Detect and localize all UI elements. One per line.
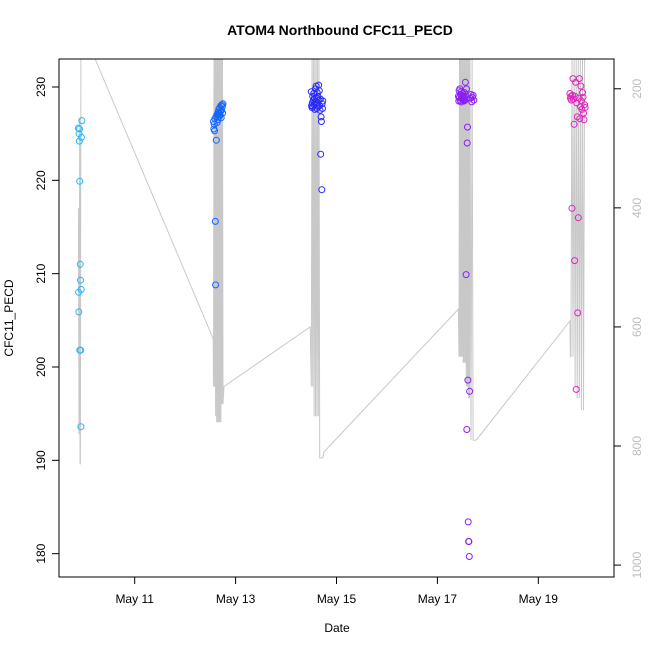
data-points-layer (74, 75, 589, 560)
data-point-s5 (580, 109, 587, 117)
y-axis: 180 190 200 210 220 230 (34, 77, 59, 564)
y2-tick-label: 200 (630, 78, 644, 98)
data-point-s2 (212, 281, 220, 289)
chart-title: ATOM4 Northbound CFC11_PECD (227, 22, 453, 38)
y-tick-label: 200 (34, 357, 48, 377)
x-axis-label: Date (324, 621, 350, 635)
y-tick-label: 180 (34, 543, 48, 563)
data-point-s3 (318, 100, 326, 108)
data-point-s5 (574, 214, 582, 222)
data-point-s3 (318, 186, 326, 194)
y-tick-label: 230 (34, 77, 48, 97)
x-tick-label: May 19 (519, 592, 559, 606)
data-point-s4 (468, 98, 476, 106)
y-axis-label: CFC11_PECD (2, 279, 16, 356)
data-point-s3 (315, 87, 323, 95)
data-point-s3 (313, 89, 321, 97)
x-axis: May 11 May 13 May 15 May 17 May 19 (115, 577, 558, 606)
data-point-s3 (319, 97, 327, 105)
data-point-s5 (570, 120, 578, 128)
data-point-s1 (75, 137, 83, 145)
data-point-s2 (211, 217, 219, 225)
secondary-y-axis: 200 400 600 800 1000 (614, 78, 644, 578)
data-point-s4 (462, 271, 470, 279)
data-point-s4 (465, 553, 473, 560)
y-tick-label: 220 (34, 170, 48, 190)
data-point-s4 (464, 518, 472, 526)
data-point-s4 (460, 89, 468, 97)
y2-tick-label: 400 (630, 198, 644, 218)
data-point-s1 (77, 346, 85, 354)
data-point-s2 (212, 136, 220, 144)
data-point-s1 (78, 117, 86, 125)
y-tick-label: 190 (34, 450, 48, 470)
data-point-s5 (576, 115, 584, 123)
x-tick-label: May 11 (115, 592, 154, 606)
data-point-s4 (465, 538, 473, 545)
data-point-s5 (572, 78, 580, 86)
data-point-s1 (75, 308, 83, 316)
data-point-s5 (568, 204, 576, 212)
data-point-s4 (469, 91, 477, 99)
data-point-s1 (76, 260, 84, 268)
data-point-s5 (577, 82, 585, 90)
data-point-s5 (574, 309, 582, 317)
data-point-s5 (575, 75, 583, 83)
data-point-s5 (571, 92, 579, 100)
y2-tick-label: 800 (630, 436, 644, 456)
data-point-s1 (77, 286, 85, 293)
data-point-s5 (571, 257, 579, 265)
data-point-s3 (319, 105, 326, 112)
data-point-s5 (581, 101, 589, 109)
data-point-s3 (317, 113, 325, 121)
data-point-s4 (463, 85, 470, 93)
data-point-s1 (77, 423, 85, 431)
data-point-s4 (464, 123, 471, 131)
data-point-s5 (580, 116, 588, 124)
data-point-s4 (466, 387, 474, 395)
plot-frame (58, 58, 615, 578)
y-tick-label: 210 (34, 263, 48, 283)
pressure-trace-layer (77, 59, 586, 465)
data-point-s3 (317, 150, 325, 158)
x-tick-label: May 13 (216, 592, 256, 606)
data-point-s2 (219, 109, 227, 117)
data-point-s1 (77, 133, 85, 141)
data-point-s4 (470, 96, 478, 104)
y2-tick-label: 1000 (630, 551, 644, 578)
data-point-s5 (579, 89, 586, 97)
x-tick-label: May 15 (317, 592, 357, 606)
pressure-trace-line (77, 59, 586, 465)
data-point-s5 (581, 104, 589, 111)
data-point-s1 (75, 130, 83, 138)
y2-tick-label: 600 (630, 317, 644, 337)
data-point-s2 (211, 127, 219, 135)
data-point-s5 (572, 385, 580, 393)
x-tick-label: May 17 (418, 592, 458, 606)
data-point-s4 (463, 139, 471, 147)
data-point-s1 (77, 276, 84, 284)
data-point-s2 (217, 114, 225, 122)
data-point-s1 (76, 125, 83, 133)
data-point-s3 (317, 118, 325, 125)
data-point-s4 (464, 376, 472, 384)
data-point-s4 (461, 78, 469, 86)
data-point-s5 (579, 93, 587, 101)
data-point-s4 (463, 426, 471, 433)
data-point-s1 (76, 177, 84, 185)
data-point-s2 (219, 100, 227, 108)
data-point-s2 (217, 102, 225, 110)
data-point-s2 (218, 103, 226, 111)
